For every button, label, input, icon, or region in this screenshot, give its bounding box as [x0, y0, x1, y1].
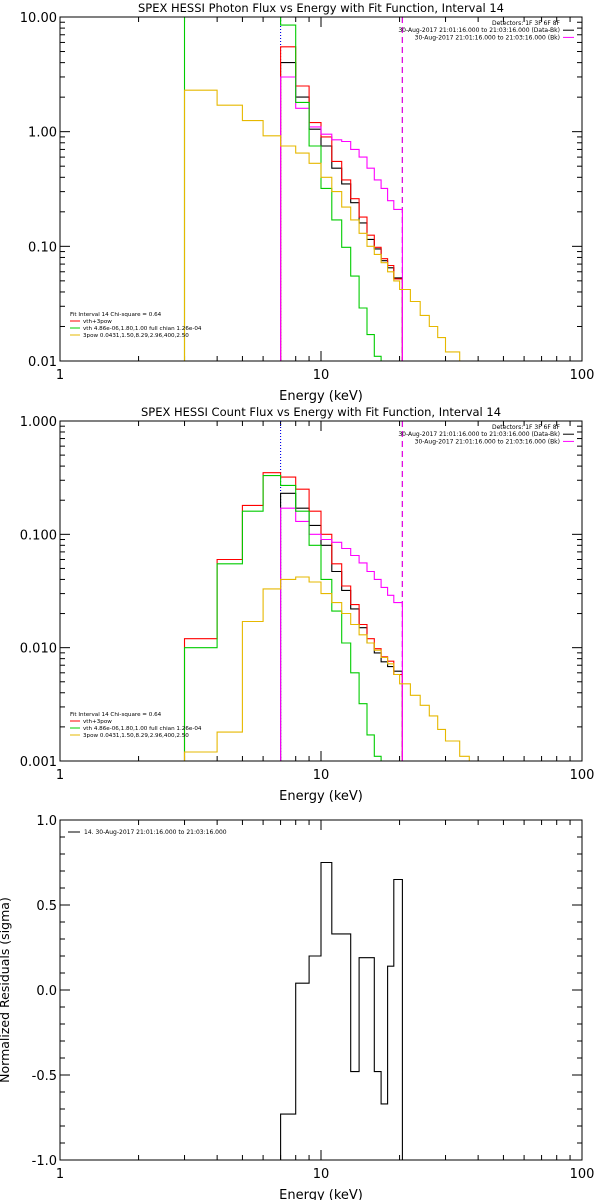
- legend-entry: 30-Aug-2017 21:01:16.000 to 21:03:16.000…: [398, 27, 560, 34]
- series-line-4: [183, 17, 388, 361]
- legend-entry: 30-Aug-2017 21:01:16.000 to 21:03:16.000…: [398, 431, 560, 438]
- y-tick-label: 0.10: [28, 240, 57, 255]
- legend-entry: vth+3pow: [83, 319, 112, 325]
- series-line-1: [280, 62, 403, 361]
- legend-entry: Detectors: 1F 3F 6F 8F: [492, 424, 561, 431]
- series-line-4: [183, 475, 388, 761]
- y-tick-label: -1.0: [32, 1154, 57, 1169]
- series-line-3: [280, 76, 403, 361]
- legend-entry: 30-Aug-2017 21:01:16.000 to 21:03:16.000…: [415, 438, 560, 445]
- x-tick-label: 1: [56, 768, 64, 783]
- legend-entry: vth+3pow: [83, 719, 112, 725]
- legend-entry: 14. 30-Aug-2017 21:01:16.000 to 21:03:16…: [84, 829, 227, 836]
- series-group: [280, 861, 403, 1160]
- x-tick-label: 10: [313, 768, 330, 783]
- panel-3: Energy (keV) Normalized Residuals (sigma)…: [0, 814, 595, 1203]
- x-tick-label: 10: [313, 1167, 330, 1182]
- x-tick-label: 100: [570, 368, 595, 383]
- y-tick-label: 0.001: [20, 755, 57, 770]
- series-group: [183, 17, 461, 361]
- axis-ticks: [59, 16, 583, 362]
- plot-frame: [59, 16, 583, 362]
- x-axis-label: Energy (keV): [279, 789, 363, 804]
- x-axis-label: Energy (keV): [279, 1188, 363, 1200]
- plot-frame: [59, 819, 583, 1161]
- y-tick-label: 10.00: [20, 11, 57, 26]
- x-tick-label: 100: [570, 768, 595, 783]
- y-tick-label: 0.010: [20, 642, 57, 657]
- x-tick-label: 1: [56, 368, 64, 383]
- legend-entry: 30-Aug-2017 21:01:16.000 to 21:03:16.000…: [415, 34, 560, 41]
- series-line-5: [183, 89, 461, 361]
- legend-entry: Fit Interval 14 Chi-square = 0.64: [70, 712, 162, 718]
- panel-1: SPEX HESSI Photon Flux vs Energy with Fi…: [20, 1, 595, 404]
- x-axis-label: Energy (keV): [279, 389, 363, 404]
- y-tick-label: 1.00: [28, 126, 57, 141]
- legend-entry: 3pow 0.0431,1.50,8.29,2.96,400,2.50: [83, 333, 189, 339]
- plot-frame: [59, 420, 583, 762]
- chart-title: SPEX HESSI Photon Flux vs Energy with Fi…: [138, 1, 504, 15]
- chart-title: SPEX HESSI Count Flux vs Energy with Fit…: [141, 405, 501, 419]
- y-tick-label: 0.5: [36, 899, 57, 914]
- legend-entry: 3pow 0.0431,1.50,8.29,2.96,400,2.50: [83, 733, 189, 739]
- y-tick-label: 1.0: [36, 814, 57, 829]
- y-tick-label: 0.0: [36, 984, 57, 999]
- legend-entry: vth 4.86e-06,1.80,1.00 full chian 1.26e-…: [83, 326, 202, 332]
- x-tick-label: 10: [313, 368, 330, 383]
- y-axis-label: Normalized Residuals (sigma): [0, 897, 12, 1083]
- x-tick-label: 1: [56, 1167, 64, 1182]
- y-tick-label: 0.100: [20, 528, 57, 543]
- legend-entry: vth 4.86e-06,1.80,1.00 full chian 1.26e-…: [83, 726, 202, 732]
- y-tick-label: 1.000: [20, 415, 57, 430]
- series-line-5: [183, 576, 470, 761]
- legend-entry: Detectors: 1F 3F 6F 8F: [492, 20, 561, 27]
- panel-2: SPEX HESSI Count Flux vs Energy with Fit…: [20, 405, 595, 804]
- series-line-2: [183, 472, 403, 761]
- y-tick-label: -0.5: [32, 1069, 57, 1084]
- y-tick-label: 0.01: [28, 355, 57, 370]
- x-tick-label: 100: [570, 1167, 595, 1182]
- series-line-1: [280, 861, 403, 1160]
- legend-entry: Fit Interval 14 Chi-square = 0.64: [70, 312, 162, 318]
- series-group: [183, 472, 470, 761]
